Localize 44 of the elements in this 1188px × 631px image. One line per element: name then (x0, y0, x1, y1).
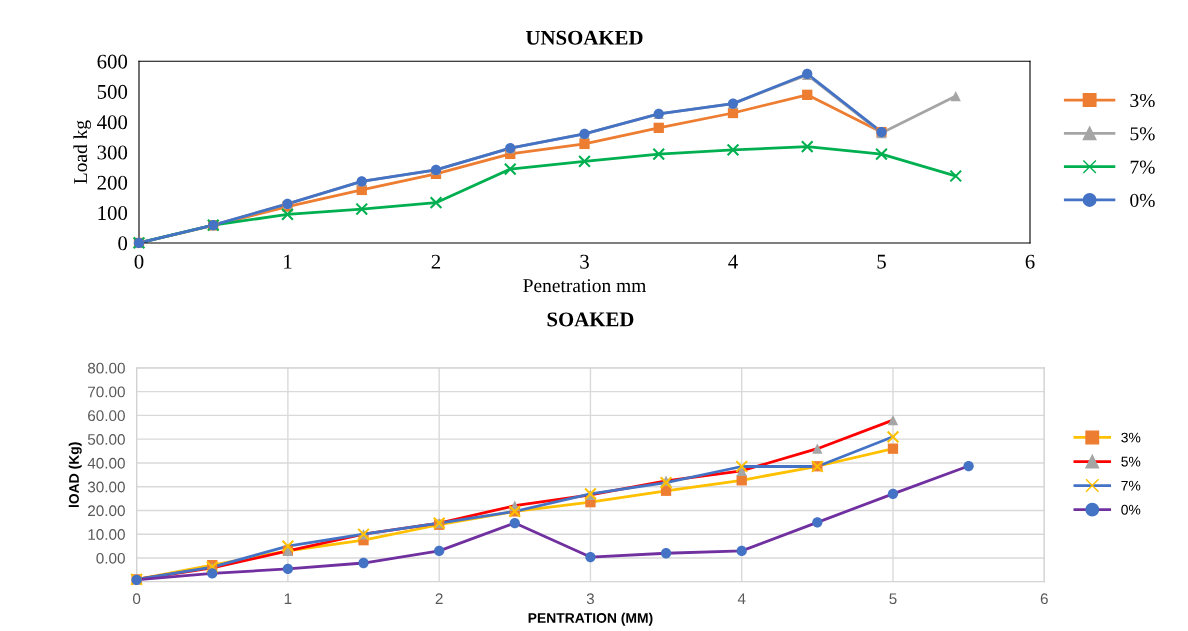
x-tick-label: 6 (1025, 254, 1035, 269)
y-tick-label: 0 (118, 236, 128, 251)
legend-label: 3% (1121, 432, 1141, 443)
x-tick-label: 0 (134, 254, 144, 269)
y-tick-label: 500 (97, 84, 128, 99)
chart-title: UNSOAKED (525, 30, 643, 45)
legend-label: 5% (1130, 127, 1155, 141)
y-tick-label: 60.00 (88, 410, 125, 422)
legend-label: 5% (1121, 456, 1141, 467)
x-axis-title: PENTRATION (MM) (528, 612, 653, 626)
x-tick-label: 5 (889, 593, 897, 605)
x-axis-title: Penetration mm (523, 279, 647, 293)
x-tick-label: 3 (580, 254, 589, 269)
y-tick-label: 400 (97, 115, 128, 130)
y-axis-title: lOAD (Kg) (68, 442, 82, 508)
y-tick-label: 50.00 (87, 434, 125, 445)
legend-label: 7% (1121, 480, 1141, 491)
y-tick-label: 0.00 (96, 552, 125, 564)
x-tick-label: 5 (877, 254, 886, 269)
y-tick-label: 70.00 (88, 386, 125, 398)
y-tick-label: 80.00 (87, 362, 125, 374)
x-tick-label: 3 (586, 593, 595, 605)
y-tick-label: 30.00 (87, 481, 125, 493)
y-tick-label: 300 (97, 145, 128, 160)
y-tick-label: 10.00 (88, 529, 125, 540)
legend-label: 0% (1130, 193, 1155, 208)
y-tick-label: 200 (97, 175, 128, 190)
y-tick-label: 600 (97, 54, 128, 69)
chart-title: SOAKED (547, 312, 634, 327)
y-tick-label: 20.00 (88, 505, 125, 517)
x-tick-label: 2 (431, 254, 441, 269)
x-tick-label: 4 (728, 254, 738, 269)
x-tick-label: 1 (284, 254, 292, 269)
legend-label: 0% (1121, 504, 1141, 515)
legend-label: 7% (1130, 160, 1155, 174)
y-tick-label: 100 (98, 206, 128, 221)
y-tick-label: 40.00 (87, 457, 125, 469)
x-tick-label: 0 (132, 593, 141, 605)
x-tick-label: 6 (1040, 593, 1048, 605)
x-tick-label: 2 (435, 593, 443, 604)
x-tick-label: 4 (737, 593, 746, 604)
x-tick-label: 1 (284, 593, 292, 604)
legend-label: 3% (1130, 93, 1155, 108)
y-axis-title: Load kg (73, 120, 92, 184)
